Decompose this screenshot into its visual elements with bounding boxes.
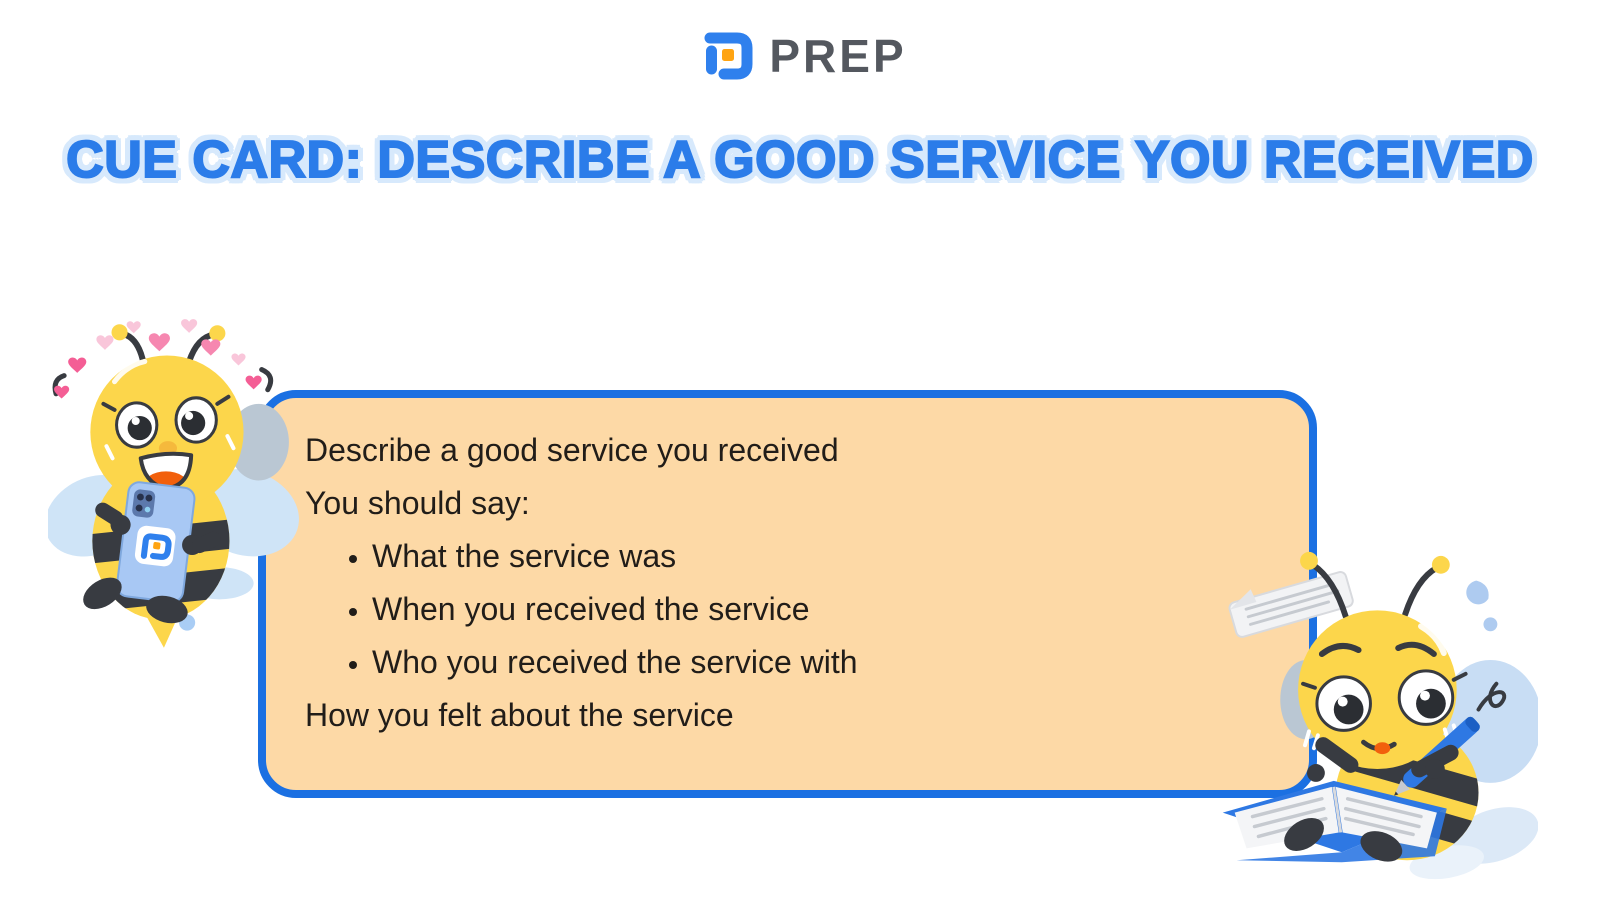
page-title: CUE CARD: DESCRIBE A GOOD SERVICE YOU RE… — [65, 130, 1534, 190]
cue-card-footer: How you felt about the service — [305, 697, 734, 733]
cue-card-bullet: Who you received the service with — [372, 636, 1281, 689]
droplets-icon — [1466, 580, 1498, 632]
flying-paper-icon — [1228, 571, 1354, 638]
cue-card-bullet: What the service was — [372, 530, 1281, 583]
cue-card-bullet-list: What the service was When you received t… — [305, 530, 1281, 689]
eyes — [101, 394, 231, 449]
phone — [115, 481, 196, 603]
cue-card-bullet: When you received the service — [372, 583, 1281, 636]
prep-logo: PREP — [0, 24, 1600, 88]
cue-card-prompt: Describe a good service you received — [305, 432, 839, 468]
cue-card-intro: You should say: — [305, 485, 530, 521]
prep-logo-text: PREP — [769, 30, 907, 82]
bee-in-love-illustration — [48, 319, 299, 648]
prep-logo-icon — [704, 32, 753, 80]
bee-writing-illustration — [1222, 551, 1538, 880]
scribble-icon — [1476, 681, 1507, 712]
eyes — [1301, 669, 1468, 732]
cue-card: Describe a good service you received You… — [258, 390, 1317, 798]
